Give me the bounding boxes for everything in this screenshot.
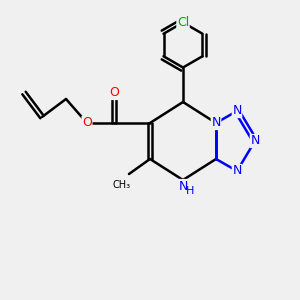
- Text: Cl: Cl: [177, 16, 189, 29]
- Text: N: N: [211, 116, 221, 130]
- Text: O: O: [109, 86, 119, 100]
- Text: N: N: [232, 164, 242, 178]
- Text: N: N: [232, 104, 242, 118]
- Text: N: N: [250, 134, 260, 148]
- Text: CH₃: CH₃: [112, 179, 130, 190]
- Text: O: O: [82, 116, 92, 130]
- Text: N: N: [178, 179, 188, 193]
- Text: H: H: [186, 185, 195, 196]
